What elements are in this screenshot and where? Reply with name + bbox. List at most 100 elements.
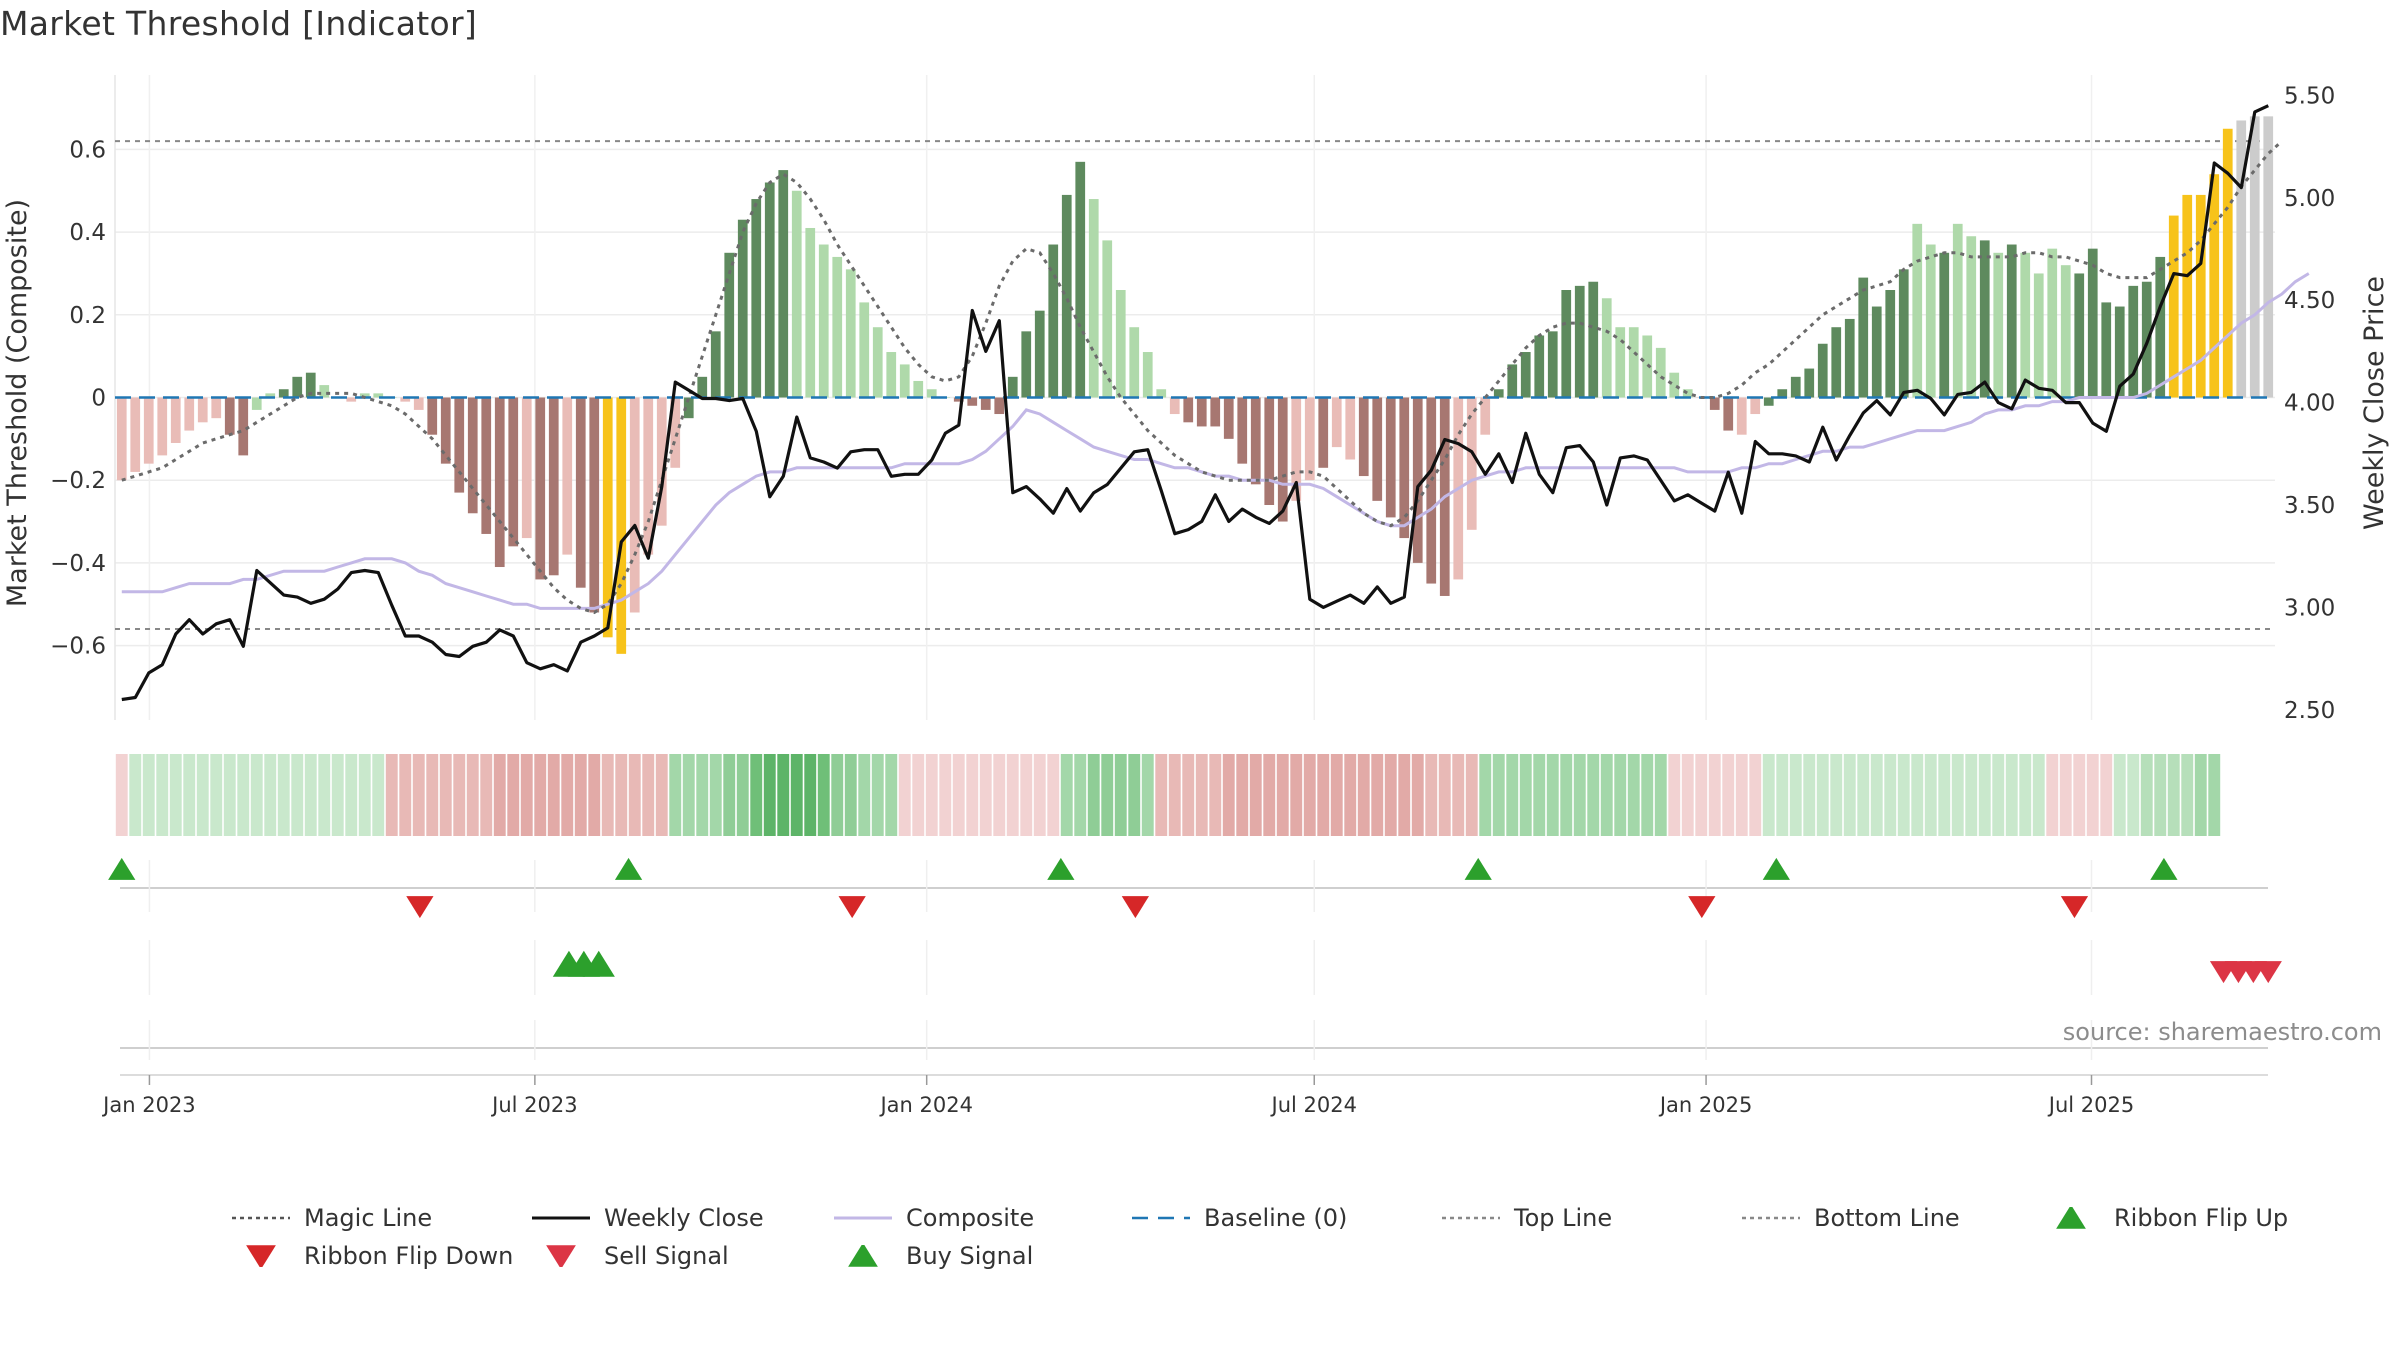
composite-bar <box>872 327 883 398</box>
composite-bar <box>359 393 370 398</box>
composite-bar <box>1372 397 1383 501</box>
composite-bar <box>1925 244 1936 398</box>
ribbon-cell <box>831 754 844 836</box>
ribbon-cell <box>1762 754 1775 836</box>
composite-bar <box>1669 372 1680 398</box>
ribbon-cell <box>1060 754 1073 836</box>
composite-bar <box>1291 397 1302 501</box>
ribbon-cell <box>655 754 668 836</box>
ribbon-cell <box>2167 754 2180 836</box>
legend-label: Bottom Line <box>1814 1204 1960 1232</box>
composite-bar <box>737 219 748 398</box>
legend-label: Baseline (0) <box>1204 1204 1348 1232</box>
ribbon-cell <box>520 754 533 836</box>
ribbon-cell <box>2059 754 2072 836</box>
composite-bar <box>1885 290 1896 398</box>
right-tick-label: 3.50 <box>2284 493 2335 519</box>
reference-lines <box>115 140 2275 631</box>
composite-bar <box>2074 273 2085 398</box>
composite-bar <box>1115 290 1126 398</box>
composite-bar <box>818 244 829 398</box>
left-tick-label: −0.2 <box>50 468 106 494</box>
ribbon-cell <box>250 754 263 836</box>
ribbon-cell <box>1978 754 1991 836</box>
composite-bar <box>2033 273 2044 398</box>
composite-bar <box>116 397 127 481</box>
ribbon-cell <box>466 754 479 836</box>
left-axis: 0.6 0.4 0.2 0 −0.2 −0.4 −0.6 <box>50 137 106 659</box>
composite-bar <box>899 364 910 398</box>
ribbon-cell <box>1209 754 1222 836</box>
composite-bar <box>1979 240 1990 398</box>
ribbon-cell <box>1816 754 1829 836</box>
legend-swatch <box>246 1245 276 1267</box>
ribbon-cell <box>2194 754 2207 836</box>
composite-bar <box>1615 327 1626 398</box>
left-tick-label: 0.6 <box>69 137 106 163</box>
ribbon-cell <box>1695 754 1708 836</box>
ribbon-cell <box>1870 754 1883 836</box>
ribbon-flip-down-marker <box>838 896 866 919</box>
sell-signal-marker <box>2254 961 2282 984</box>
ribbon-cell <box>142 754 155 836</box>
left-tick-label: 0 <box>91 386 106 412</box>
composite-bar <box>845 269 856 398</box>
ribbon-cell <box>1519 754 1532 836</box>
ribbon-cell <box>2032 754 2045 836</box>
composite-bar <box>1682 389 1693 398</box>
ribbon-cell <box>2046 754 2059 836</box>
left-tick-label: −0.4 <box>50 551 106 577</box>
ribbon-cell <box>1911 754 1924 836</box>
composite-bar <box>157 397 168 456</box>
legend-label: Magic Line <box>304 1204 433 1232</box>
ribbon-cell <box>561 754 574 836</box>
composite-bars <box>116 116 2274 654</box>
ribbon-cell <box>331 754 344 836</box>
series-lines <box>115 104 2310 702</box>
ribbon-flip-up-marker <box>108 857 136 880</box>
ribbon-cell <box>277 754 290 836</box>
composite-bar <box>1777 389 1788 398</box>
composite-bar <box>1480 397 1491 435</box>
legend-swatch <box>546 1245 576 1267</box>
ribbon-cell <box>574 754 587 836</box>
ribbon-flip-down-marker <box>2060 896 2089 919</box>
legend-marker <box>848 1245 878 1267</box>
ribbon-cell <box>1573 754 1586 836</box>
composite-bar <box>1804 368 1815 398</box>
legend-item: Top Line <box>1440 1204 1612 1232</box>
composite-bar <box>1088 199 1099 398</box>
composite-bar <box>1156 389 1167 398</box>
ribbon-cell <box>588 754 601 836</box>
date-tick-label: Jan 2025 <box>1658 1093 1753 1117</box>
ribbon-cell <box>115 754 128 836</box>
composite-bar <box>130 397 141 472</box>
ribbon-cell <box>2100 754 2113 836</box>
ribbon-cell <box>1587 754 1600 836</box>
composite-bar <box>467 397 478 514</box>
composite-bar <box>980 397 991 410</box>
right-tick-label: 5.50 <box>2284 83 2335 109</box>
composite-bar <box>1061 194 1072 398</box>
ribbon-cell <box>2127 754 2140 836</box>
left-tick-label: −0.6 <box>50 634 106 660</box>
weekly-close-line <box>121 104 2269 702</box>
composite-bar <box>2060 265 2071 398</box>
ribbon-cell <box>763 754 776 836</box>
ribbon-flip-up-marker <box>2150 857 2178 880</box>
left-tick-label: 0.4 <box>69 220 106 246</box>
composite-bar <box>1601 298 1612 398</box>
right-tick-label: 5.00 <box>2284 186 2335 212</box>
ribbon-cell <box>1560 754 1573 836</box>
ribbon-cell <box>1465 754 1478 836</box>
ribbon-cell <box>1087 754 1100 836</box>
ribbon-cell <box>858 754 871 836</box>
ribbon-cell <box>291 754 304 836</box>
right-tick-label: 3.00 <box>2284 595 2335 621</box>
composite-bar <box>1966 236 1977 398</box>
legend-item: Bottom Line <box>1740 1204 1960 1232</box>
ribbon-cell <box>345 754 358 836</box>
composite-bar <box>1358 397 1369 477</box>
ribbon-cell <box>993 754 1006 836</box>
ribbon-cell <box>871 754 884 836</box>
